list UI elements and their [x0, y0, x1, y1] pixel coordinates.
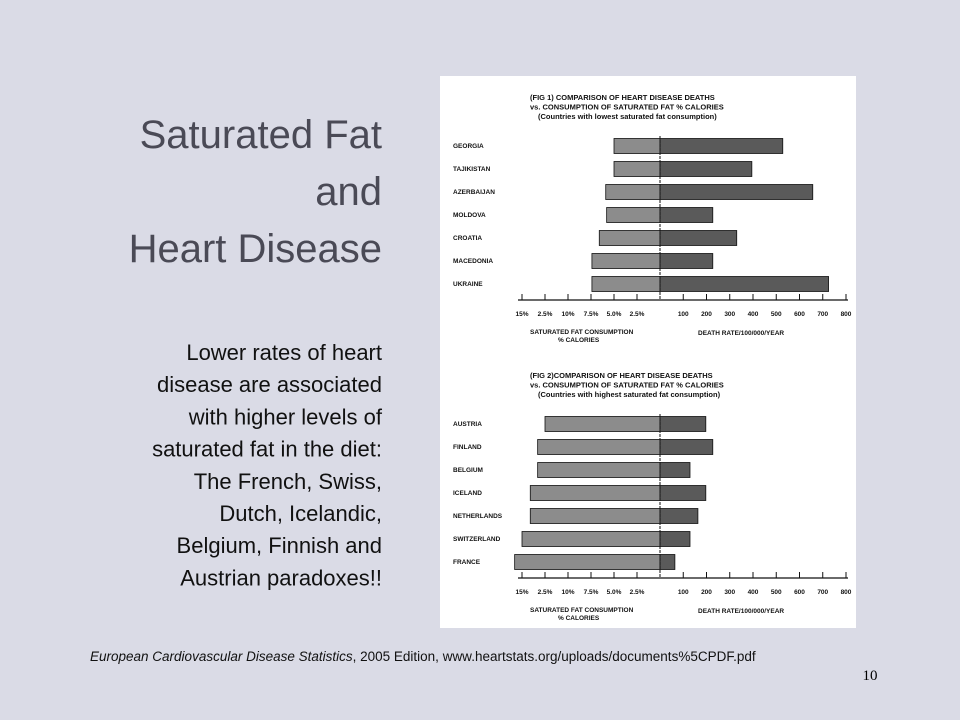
- bar: [659, 485, 707, 501]
- category-label: GEORGIA: [453, 143, 484, 150]
- category-label: NETHERLANDS: [453, 513, 503, 520]
- body-text: Dutch, Icelandic,: [219, 501, 382, 526]
- page-number: 10: [863, 668, 878, 684]
- bar: [659, 416, 707, 432]
- bar: [514, 554, 661, 570]
- bar: [659, 161, 753, 177]
- bar: [598, 230, 661, 246]
- category-label: MOLDOVA: [453, 212, 486, 219]
- body-text: Austrian paradoxes!!: [180, 565, 382, 590]
- bar: [606, 207, 661, 223]
- bar: [659, 462, 691, 478]
- tick-label: 5.0%: [607, 589, 622, 596]
- tick-label: 100: [678, 589, 689, 596]
- bar: [659, 276, 829, 292]
- tick-label: 100: [678, 311, 689, 318]
- category-label: SWITZERLAND: [453, 536, 501, 543]
- category-label: MACEDONIA: [453, 258, 493, 265]
- body-text: Belgium, Finnish and: [177, 533, 382, 558]
- tick-label: 600: [794, 311, 805, 318]
- bar: [659, 554, 676, 570]
- tick-label: 7.5%: [584, 311, 599, 318]
- bar: [613, 138, 661, 154]
- tick-label: 10%: [561, 311, 574, 318]
- bar: [537, 439, 661, 455]
- bar: [591, 253, 661, 269]
- citation-rest: , 2005 Edition, www.heartstats.org/uploa…: [353, 649, 756, 664]
- slide-title: Heart Disease: [129, 227, 382, 271]
- citation-source: European Cardiovascular Disease Statisti…: [90, 649, 353, 664]
- category-label: TAJIKISTAN: [453, 166, 491, 173]
- bar: [544, 416, 661, 432]
- axis-label: DEATH RATE/100/000/YEAR: [698, 608, 784, 615]
- category-label: BELGIUM: [453, 467, 483, 474]
- tick-label: 7.5%: [584, 589, 599, 596]
- bar: [605, 184, 661, 200]
- tick-label: 400: [748, 311, 759, 318]
- bar: [659, 138, 784, 154]
- category-label: AUSTRIA: [453, 421, 482, 428]
- tick-label: 700: [817, 589, 828, 596]
- figure-title: (Countries with highest saturated fat co…: [538, 390, 721, 399]
- category-label: AZERBAIJAN: [453, 189, 495, 196]
- figure-title: vs. CONSUMPTION OF SATURATED FAT % CALOR…: [530, 103, 724, 112]
- tick-label: 15%: [515, 589, 528, 596]
- bar: [659, 439, 714, 455]
- axis-label: DEATH RATE/100/000/YEAR: [698, 330, 784, 337]
- bar: [659, 230, 738, 246]
- tick-label: 15%: [515, 311, 528, 318]
- tick-label: 2.5%: [538, 589, 553, 596]
- tick-label: 600: [794, 589, 805, 596]
- body-text: saturated fat in the diet:: [152, 437, 382, 462]
- bar: [659, 207, 714, 223]
- tick-label: 700: [817, 311, 828, 318]
- tick-label: 500: [771, 589, 782, 596]
- slide-title: Saturated Fat: [140, 113, 382, 157]
- tick-label: 200: [701, 311, 712, 318]
- category-label: FINLAND: [453, 444, 482, 451]
- tick-label: 400: [748, 589, 759, 596]
- bar: [659, 184, 814, 200]
- tick-label: 300: [724, 311, 735, 318]
- category-label: ICELAND: [453, 490, 482, 497]
- bar: [613, 161, 661, 177]
- axis-label: % CALORIES: [558, 615, 600, 622]
- tick-label: 2.5%: [538, 311, 553, 318]
- figure-title: vs. CONSUMPTION OF SATURATED FAT % CALOR…: [530, 381, 724, 390]
- bar: [537, 462, 661, 478]
- body-text: Lower rates of heart: [186, 340, 382, 365]
- tick-label: 2.5%: [630, 311, 645, 318]
- tick-label: 200: [701, 589, 712, 596]
- category-label: CROATIA: [453, 235, 482, 242]
- tick-label: 10%: [561, 589, 574, 596]
- axis-label: SATURATED FAT CONSUMPTION: [530, 607, 634, 614]
- body-text: disease are associated: [157, 372, 382, 397]
- body-text: The French, Swiss,: [194, 469, 382, 494]
- tick-label: 2.5%: [630, 589, 645, 596]
- bar: [659, 253, 714, 269]
- tick-label: 800: [841, 311, 852, 318]
- bar: [591, 276, 661, 292]
- tick-label: 5.0%: [607, 311, 622, 318]
- tick-label: 300: [724, 589, 735, 596]
- figure-title: (FIG 1) COMPARISON OF HEART DISEASE DEAT…: [530, 93, 715, 102]
- tick-label: 800: [841, 589, 852, 596]
- figure-title: (Countries with lowest saturated fat con…: [538, 112, 717, 121]
- category-label: UKRAINE: [453, 281, 483, 288]
- bar: [659, 531, 691, 547]
- bar: [521, 531, 661, 547]
- figure-title: (FIG 2)COMPARISON OF HEART DISEASE DEATH…: [530, 371, 713, 380]
- body-text: with higher levels of: [188, 404, 383, 429]
- axis-label: SATURATED FAT CONSUMPTION: [530, 329, 634, 336]
- slide-title: and: [315, 170, 382, 214]
- bar: [529, 485, 661, 501]
- citation: European Cardiovascular Disease Statisti…: [90, 649, 756, 664]
- bar: [659, 508, 699, 524]
- bar: [529, 508, 661, 524]
- category-label: FRANCE: [453, 559, 481, 566]
- axis-label: % CALORIES: [558, 337, 600, 344]
- tick-label: 500: [771, 311, 782, 318]
